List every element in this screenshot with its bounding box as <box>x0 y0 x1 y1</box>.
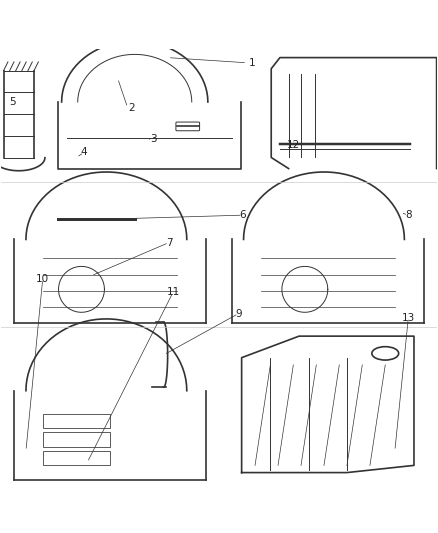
Text: 12: 12 <box>286 140 300 150</box>
Text: 5: 5 <box>9 97 16 107</box>
Text: 6: 6 <box>240 210 246 220</box>
Text: 9: 9 <box>235 309 242 319</box>
Text: 1: 1 <box>248 58 255 68</box>
Text: 8: 8 <box>405 210 412 220</box>
Text: 4: 4 <box>81 148 88 157</box>
Text: 2: 2 <box>129 103 135 112</box>
Text: 11: 11 <box>167 287 180 297</box>
Text: 3: 3 <box>150 134 157 144</box>
Ellipse shape <box>372 346 399 360</box>
Text: 13: 13 <box>402 313 415 323</box>
Text: 7: 7 <box>166 238 172 247</box>
Text: 10: 10 <box>36 273 49 284</box>
